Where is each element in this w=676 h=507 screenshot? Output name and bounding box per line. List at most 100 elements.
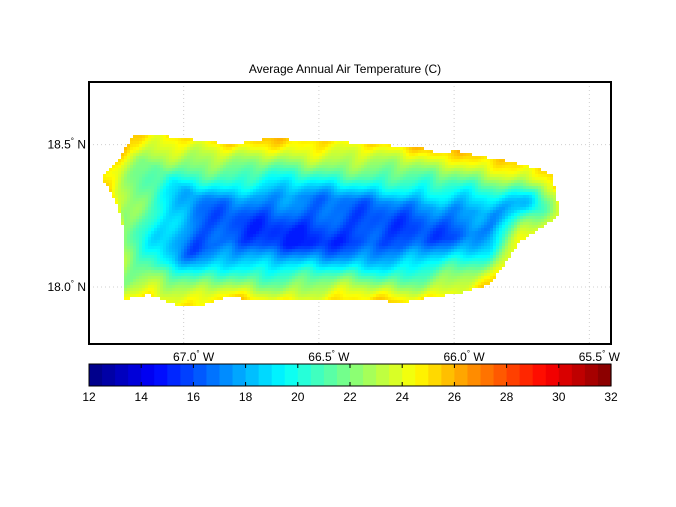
raster-cell	[112, 177, 115, 180]
raster-cell	[229, 207, 232, 210]
raster-cell	[355, 144, 358, 147]
raster-cell	[253, 261, 256, 264]
raster-cell	[193, 264, 196, 267]
raster-cell	[166, 273, 169, 276]
raster-cell	[379, 204, 382, 207]
raster-cell	[274, 186, 277, 189]
raster-cell	[394, 204, 397, 207]
raster-cell	[358, 231, 361, 234]
raster-cell	[274, 252, 277, 255]
raster-cell	[127, 210, 130, 213]
raster-cell	[196, 300, 199, 303]
raster-cell	[283, 264, 286, 267]
raster-cell	[361, 234, 364, 237]
raster-cell	[388, 249, 391, 252]
raster-cell	[358, 243, 361, 246]
raster-cell	[382, 180, 385, 183]
raster-cell	[166, 288, 169, 291]
raster-cell	[217, 213, 220, 216]
raster-cell	[304, 240, 307, 243]
raster-cell	[292, 168, 295, 171]
raster-cell	[370, 183, 373, 186]
raster-cell	[304, 234, 307, 237]
raster-cell	[157, 267, 160, 270]
raster-cell	[202, 210, 205, 213]
raster-cell	[265, 237, 268, 240]
raster-cell	[280, 264, 283, 267]
raster-cell	[256, 225, 259, 228]
raster-cell	[178, 297, 181, 300]
raster-cell	[370, 297, 373, 300]
raster-cell	[310, 159, 313, 162]
raster-cell	[205, 282, 208, 285]
raster-cell	[202, 276, 205, 279]
raster-cell	[157, 255, 160, 258]
raster-cell	[328, 297, 331, 300]
raster-cell	[136, 255, 139, 258]
raster-cell	[211, 156, 214, 159]
raster-cell	[388, 216, 391, 219]
raster-cell	[136, 147, 139, 150]
raster-cell	[358, 153, 361, 156]
raster-cell	[130, 207, 133, 210]
raster-cell	[166, 255, 169, 258]
raster-cell	[286, 255, 289, 258]
raster-cell	[232, 255, 235, 258]
raster-cell	[169, 186, 172, 189]
raster-cell	[220, 213, 223, 216]
raster-cell	[235, 288, 238, 291]
raster-cell	[229, 192, 232, 195]
raster-cell	[367, 267, 370, 270]
raster-cell	[343, 288, 346, 291]
raster-cell	[382, 174, 385, 177]
raster-cell	[148, 219, 151, 222]
raster-cell	[274, 180, 277, 183]
raster-cell	[247, 216, 250, 219]
raster-cell	[190, 267, 193, 270]
raster-cell	[148, 153, 151, 156]
raster-cell	[265, 282, 268, 285]
raster-cell	[238, 150, 241, 153]
raster-cell	[376, 297, 379, 300]
raster-cell	[304, 189, 307, 192]
raster-cell	[124, 243, 127, 246]
raster-cell	[178, 192, 181, 195]
raster-cell	[355, 180, 358, 183]
raster-cell	[382, 195, 385, 198]
raster-cell	[211, 198, 214, 201]
raster-cell	[355, 258, 358, 261]
raster-cell	[295, 159, 298, 162]
raster-cell	[331, 141, 334, 144]
raster-cell	[208, 285, 211, 288]
raster-cell	[250, 231, 253, 234]
raster-cell	[268, 264, 271, 267]
raster-cell	[154, 288, 157, 291]
raster-cell	[127, 192, 130, 195]
raster-cell	[262, 219, 265, 222]
raster-cell	[217, 297, 220, 300]
raster-cell	[289, 156, 292, 159]
raster-cell	[283, 210, 286, 213]
raster-cell	[370, 243, 373, 246]
raster-cell	[358, 186, 361, 189]
raster-cell	[271, 174, 274, 177]
raster-cell	[382, 216, 385, 219]
raster-cell	[250, 150, 253, 153]
raster-cell	[304, 255, 307, 258]
raster-cell	[202, 294, 205, 297]
raster-cell	[172, 171, 175, 174]
raster-cell	[265, 219, 268, 222]
raster-cell	[283, 138, 286, 141]
raster-cell	[160, 180, 163, 183]
raster-cell	[253, 231, 256, 234]
raster-cell	[190, 183, 193, 186]
raster-cell	[247, 156, 250, 159]
raster-cell	[235, 219, 238, 222]
raster-cell	[214, 231, 217, 234]
raster-cell	[244, 243, 247, 246]
raster-cell	[316, 156, 319, 159]
raster-cell	[262, 159, 265, 162]
raster-cell	[226, 255, 229, 258]
raster-cell	[235, 234, 238, 237]
raster-cell	[271, 192, 274, 195]
